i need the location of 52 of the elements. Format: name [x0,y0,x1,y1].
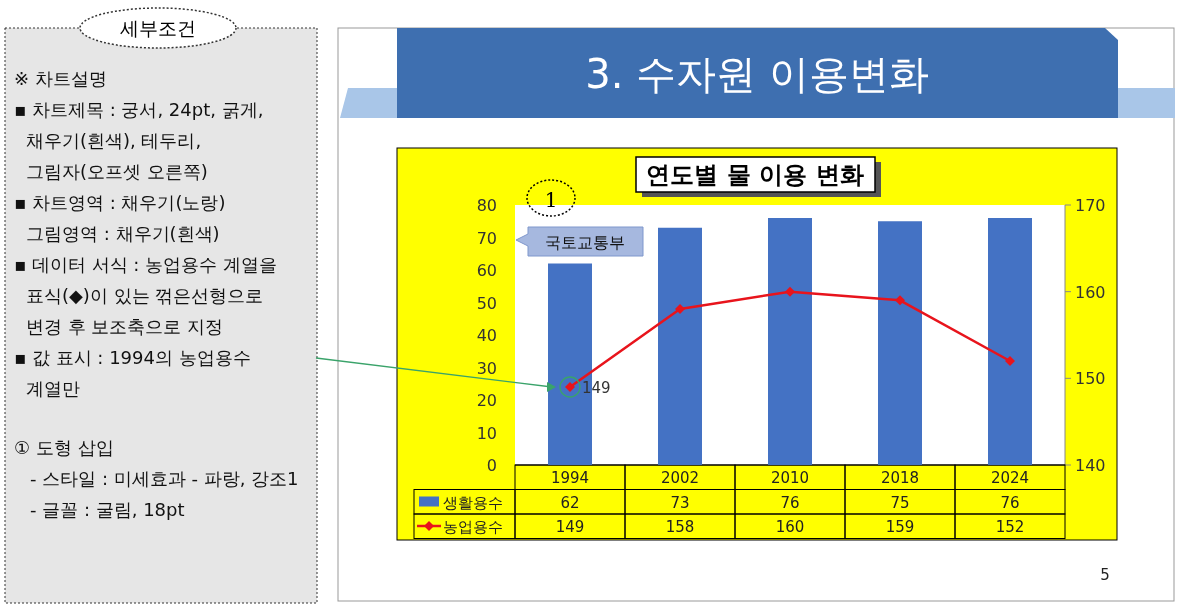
y2-tick-label: 160 [1075,282,1106,302]
y-tick-label: 70 [476,228,497,248]
bar [988,218,1032,465]
y-tick-label: 30 [476,358,497,378]
y-tick-label: 50 [476,293,497,313]
data-label: 73 [670,493,690,512]
point [895,295,905,306]
text: - 글꼴 : 굴림, 18pt [30,499,185,520]
text: ▪ 값 표시 : 1994의 농업용수 계열만 [14,347,251,399]
y2-tick-label: 150 [1075,369,1106,389]
y-tick-label: 80 [476,196,497,215]
data-label: 76 [1000,493,1020,512]
y2-tick-label: 170 [1075,196,1106,215]
text: ▪ 차트영역 : 채우기(노랑) [14,192,226,213]
text: ▪ 데이터 서식 : 농업용수 계열을 표식(◆)이 있는 꺾은선형으로 변경 후 보조축으로 지정 [14,254,277,337]
y-tick-label: 0 [486,456,497,475]
x-tick-label: 2024 [990,469,1030,487]
data-label: 149 [555,518,585,536]
data-label: 62 [560,493,580,512]
y-tick-label: 60 [476,261,497,280]
bar [768,218,812,465]
data-label: 159 [885,518,915,536]
data-label: 76 [780,493,800,512]
data-label: 152 [995,518,1025,536]
text: 그림영역 : 채우기(흰색) [26,223,220,244]
bar [878,221,922,465]
y-tick-label: 10 [476,423,497,443]
point [1005,356,1015,366]
bar [658,227,702,465]
x-tick-label: 2002 [660,469,700,487]
y-tick-label: 40 [476,326,497,345]
text: ※ 차트설명 [14,68,107,89]
chart-subtitle: 3. 수자원 이용변화 [585,51,929,97]
x-tick-label: 1994 [550,469,590,487]
annotation: 국토교통부 [545,233,625,252]
point [675,304,685,314]
point [785,286,795,297]
text: 5 [1100,566,1110,584]
legend-label: 농업용수 [443,518,503,536]
x-tick-label: 2010 [770,469,810,487]
text: ▪ 차트제목 : 궁서, 24pt, 굵게, 채우기(흰색), 테두리, 그림자(오프셋 오른쪽) [14,99,264,182]
data-label: 158 [665,518,695,536]
chart-title: 연도별 물 이용 변화 [646,160,864,189]
legend-label: 생활용수 [443,493,503,512]
data-label: 160 [775,518,805,536]
y-tick-label: 20 [476,391,497,410]
y2-tick-label: 140 [1075,456,1106,475]
text: - 스타일 : 미세효과 - 파랑, 강조1 [30,468,299,489]
x-tick-label: 2018 [880,469,920,487]
text: 세부조건 [120,17,196,39]
data-label: 75 [890,493,910,512]
text: ① 도형 삽입 [14,437,114,458]
